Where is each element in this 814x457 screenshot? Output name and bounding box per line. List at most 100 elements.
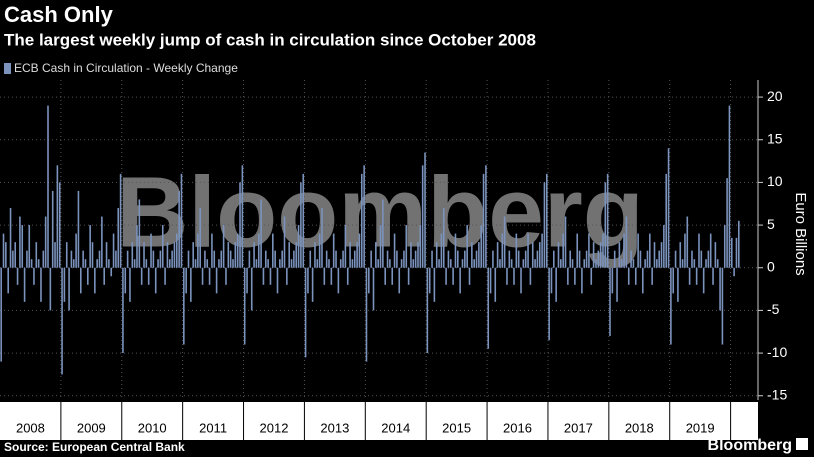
bar bbox=[260, 199, 262, 268]
bar bbox=[161, 225, 164, 268]
bar bbox=[19, 216, 21, 268]
bar bbox=[424, 152, 426, 268]
bar bbox=[84, 259, 87, 268]
bar bbox=[178, 190, 180, 268]
bar bbox=[152, 250, 155, 268]
bar bbox=[49, 267, 52, 311]
bar bbox=[494, 267, 497, 302]
bar bbox=[358, 233, 361, 268]
bar bbox=[461, 259, 464, 268]
bar bbox=[410, 242, 412, 268]
bar bbox=[677, 267, 679, 302]
brand-icon bbox=[796, 438, 808, 450]
bar bbox=[393, 233, 396, 268]
bar bbox=[421, 165, 424, 268]
bar bbox=[569, 250, 571, 268]
bar bbox=[119, 173, 122, 268]
bar bbox=[377, 259, 379, 268]
bar bbox=[314, 242, 316, 268]
bar bbox=[337, 267, 340, 294]
chart-title: Cash Only bbox=[4, 2, 114, 27]
bar bbox=[180, 173, 183, 268]
y-tick-label: 20 bbox=[767, 88, 783, 104]
bar bbox=[187, 250, 190, 268]
bar bbox=[485, 165, 487, 268]
bar bbox=[674, 250, 677, 268]
bar bbox=[35, 242, 38, 268]
legend-swatch bbox=[4, 63, 11, 74]
bar bbox=[213, 250, 216, 268]
bar bbox=[94, 267, 96, 294]
bar bbox=[524, 250, 527, 268]
bar bbox=[733, 267, 735, 277]
x-axis-strip bbox=[0, 402, 758, 440]
bar bbox=[220, 250, 223, 268]
bar bbox=[660, 242, 663, 268]
bar bbox=[475, 250, 478, 268]
bar bbox=[175, 233, 178, 268]
bar bbox=[700, 250, 703, 268]
bar bbox=[166, 242, 169, 268]
bar bbox=[702, 267, 705, 294]
bar bbox=[723, 225, 726, 268]
bar bbox=[646, 250, 649, 268]
bar bbox=[138, 199, 141, 268]
bar bbox=[117, 208, 120, 268]
bar bbox=[735, 237, 738, 268]
bar bbox=[613, 250, 616, 268]
bar bbox=[211, 233, 213, 268]
bar bbox=[653, 242, 656, 268]
bar bbox=[716, 259, 719, 268]
bar bbox=[101, 216, 103, 268]
bar bbox=[215, 267, 218, 294]
bar bbox=[604, 182, 607, 268]
bar bbox=[665, 173, 668, 268]
bar bbox=[58, 182, 61, 268]
bar bbox=[302, 173, 305, 268]
bar bbox=[464, 250, 466, 268]
chart-subtitle: The largest weekly jump of cash in circu… bbox=[4, 30, 536, 49]
bar bbox=[368, 267, 370, 294]
bar bbox=[129, 267, 131, 302]
bar bbox=[386, 250, 389, 268]
brand: Bloomberg bbox=[708, 437, 792, 454]
bar bbox=[562, 233, 564, 268]
x-tick-label: 2011 bbox=[199, 420, 227, 435]
bar bbox=[412, 259, 415, 268]
bar bbox=[684, 233, 686, 268]
bar bbox=[543, 182, 546, 268]
bar bbox=[241, 165, 244, 268]
bar bbox=[419, 225, 422, 268]
bar bbox=[426, 267, 429, 354]
bar bbox=[578, 250, 581, 268]
bar bbox=[110, 267, 113, 277]
bar bbox=[255, 259, 258, 268]
bar bbox=[560, 259, 562, 268]
bar bbox=[183, 267, 185, 345]
bar bbox=[620, 259, 623, 268]
bar bbox=[89, 225, 91, 268]
bar bbox=[454, 233, 457, 268]
y-axis-label: Euro Billions bbox=[792, 192, 809, 275]
bar bbox=[627, 267, 630, 285]
bar bbox=[637, 233, 639, 268]
y-tick-label: 10 bbox=[767, 173, 783, 189]
bar bbox=[396, 250, 398, 268]
bar bbox=[571, 259, 574, 268]
bar bbox=[250, 267, 253, 311]
bar bbox=[442, 208, 445, 268]
bar bbox=[625, 216, 628, 268]
bar bbox=[520, 267, 522, 294]
bar bbox=[564, 216, 567, 268]
source: Source: European Central Bank bbox=[4, 440, 185, 454]
bar bbox=[197, 233, 199, 268]
bar bbox=[447, 250, 450, 268]
bar bbox=[115, 250, 117, 268]
bar bbox=[346, 267, 349, 285]
x-tick-label: 2010 bbox=[138, 420, 167, 435]
bar bbox=[40, 267, 42, 302]
bar bbox=[496, 242, 499, 268]
bar bbox=[449, 259, 452, 268]
bar bbox=[159, 250, 162, 268]
bar bbox=[335, 250, 337, 268]
